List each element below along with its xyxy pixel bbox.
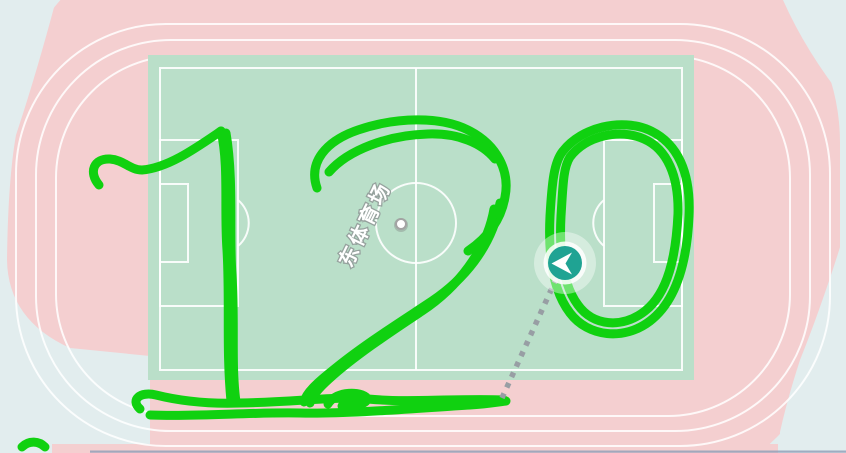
track-bottom-strip — [52, 444, 778, 453]
venue-poi-dot[interactable] — [394, 218, 408, 232]
current-position-marker[interactable] — [534, 232, 596, 294]
navigation-arrow-icon — [551, 252, 572, 275]
gps-route-trace — [17, 115, 694, 452]
bottom-edge-line — [90, 450, 846, 453]
